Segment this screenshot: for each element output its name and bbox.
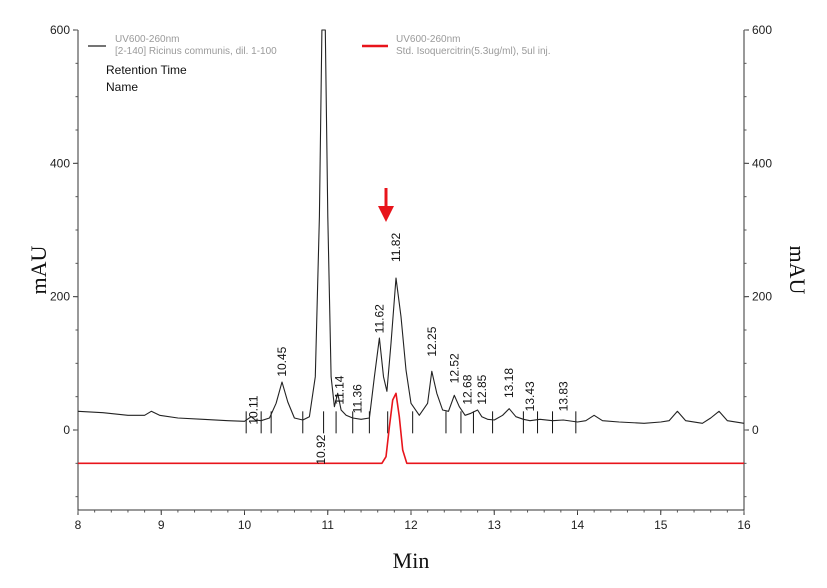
legend-header-retention-time: Retention Time: [106, 63, 187, 77]
y-tick-label-left: 0: [63, 423, 70, 437]
peak-label: 11.62: [372, 304, 386, 333]
peak-label: 10.92: [314, 434, 328, 464]
axis-ticks: 8 9 10 11 12 13 14 15 16 0 0 200 200 400 400 600 600: [50, 23, 772, 532]
plot-axes: [77, 30, 745, 511]
x-tick-label: 14: [571, 518, 585, 532]
y-tick-label-right: 600: [752, 23, 772, 37]
y-tick-label-right: 0: [752, 423, 759, 437]
sample-trace: [77, 29, 745, 424]
legend-entry-sample-line1: UV600-260nm: [115, 34, 179, 45]
peak-label: 13.18: [502, 368, 516, 398]
peak-label: 11.82: [389, 233, 403, 262]
peak-label: 12.68: [461, 374, 475, 404]
legend-header-name: Name: [106, 80, 138, 94]
y-axis-title-right: mAU: [785, 246, 810, 295]
peak-label: 11.36: [351, 384, 365, 413]
axis-titles: Min mAU mAU: [26, 245, 810, 573]
y-tick-label-left: 600: [50, 23, 70, 37]
standard-trace: [78, 392, 744, 465]
peak-label: 10.45: [275, 346, 289, 376]
x-tick-label: 16: [737, 518, 751, 532]
legend-entry-sample-line2: [2-140] Ricinus communis, dil. 1-100: [115, 46, 277, 57]
baseline-tick-marks: [245, 411, 577, 434]
x-tick-label: 15: [654, 518, 668, 532]
x-axis-title: Min: [393, 548, 430, 573]
peak-label: 12.85: [475, 374, 489, 404]
peak-label: 12.25: [425, 326, 439, 356]
x-tick-label: 10: [238, 518, 252, 532]
peak-label: 10.11: [247, 395, 261, 424]
y-axis-title-left: mAU: [26, 245, 51, 294]
y-tick-label-right: 200: [752, 290, 772, 304]
peak-label: 11.14: [332, 375, 346, 404]
peak-label: 12.52: [447, 353, 461, 383]
x-tick-label: 12: [404, 518, 418, 532]
x-tick-label: 8: [75, 518, 82, 532]
peak-labels: 10.11 10.45 10.92 11.14 11.36 11.62 11.82 12.25…: [247, 233, 571, 465]
peak-label: 13.43: [523, 381, 537, 411]
legend-entry-standard-line1: UV600-260nm: [396, 34, 460, 45]
x-tick-label: 13: [488, 518, 502, 532]
annotation-arrow: [378, 188, 395, 222]
x-tick-label: 9: [158, 518, 165, 532]
y-tick-label-left: 200: [50, 290, 70, 304]
legend-entry-standard-line2: Std. Isoquercitrin(5.3ug/ml), 5ul inj.: [396, 46, 551, 57]
y-tick-label-left: 400: [50, 156, 70, 170]
y-tick-label-right: 400: [752, 156, 772, 170]
chart-series: [77, 29, 745, 465]
peak-label: 13.83: [556, 381, 570, 411]
arrow-head: [378, 206, 395, 222]
x-tick-label: 11: [322, 518, 335, 532]
chart-legend: UV600-260nm[2-140] Ricinus communis, dil…: [88, 34, 551, 94]
